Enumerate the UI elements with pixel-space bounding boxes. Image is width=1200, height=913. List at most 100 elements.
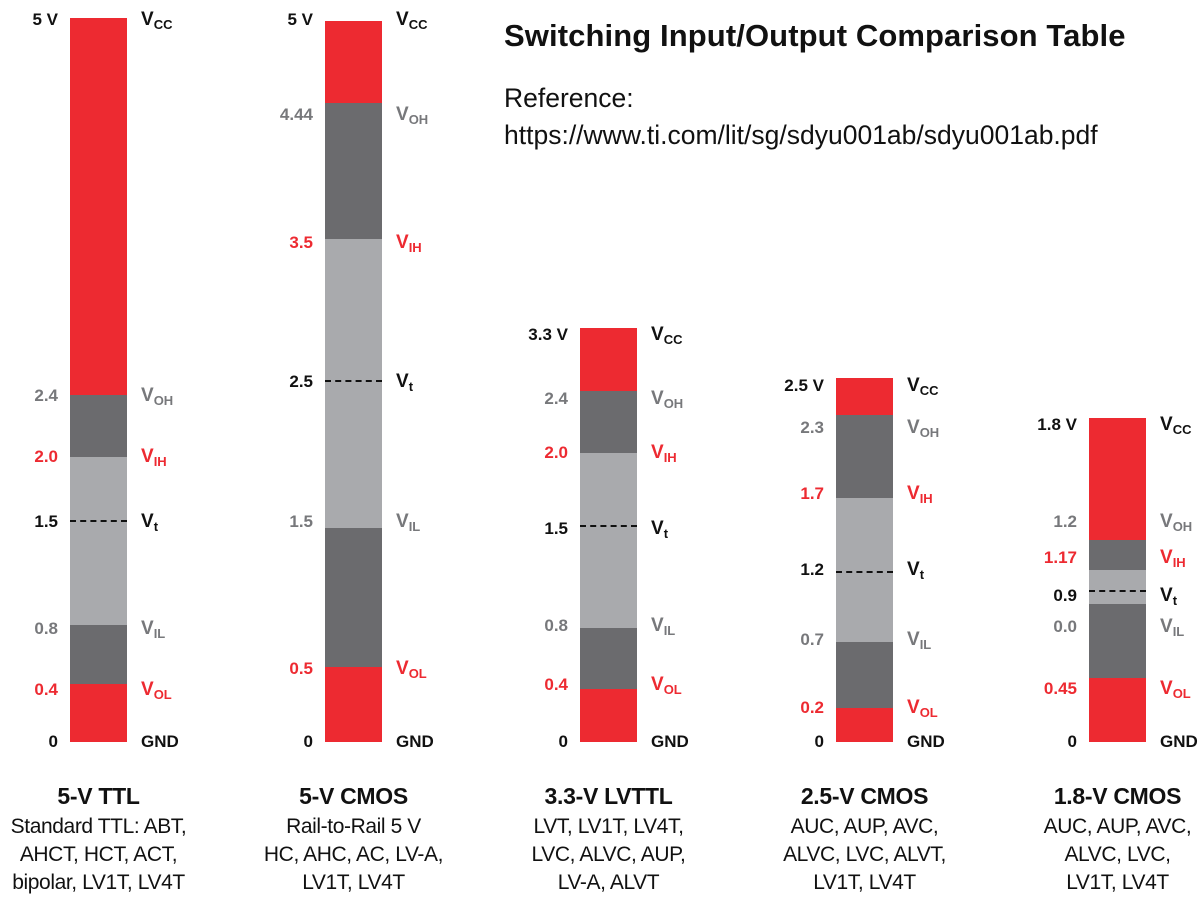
vil-subscript: IL — [153, 626, 166, 641]
vcc-symbol: V — [907, 375, 920, 396]
1v8-cmos-vcc-value: 1.8 V — [1037, 415, 1077, 434]
2v5-cmos-vih-to-vil-segment — [836, 498, 893, 642]
1v8-cmos-vol-value: 0.45 — [1043, 679, 1077, 698]
5v-ttl-vt-label: Vt — [141, 512, 158, 533]
1v8-cmos-vt-value: 0.9 — [1053, 586, 1077, 605]
reference-url: https://www.ti.com/lit/sg/sdyu001ab/sdyu… — [504, 120, 1098, 150]
5v-cmos-vol-label: VOL — [396, 659, 427, 680]
3v3-lvttl-vil-value: 0.8 — [544, 616, 568, 635]
vih-subscript: IH — [663, 450, 677, 465]
vil-subscript: IL — [1172, 624, 1185, 639]
1v8-cmos-vt-line — [1089, 590, 1146, 592]
vt-symbol: V — [907, 559, 920, 580]
2v5-cmos-description-line: AUC, AUP, AVC, — [790, 815, 939, 838]
5v-cmos-voh-value: 4.44 — [279, 105, 313, 124]
1v8-cmos-vih-value: 1.17 — [1043, 548, 1077, 567]
1v8-cmos-vol-to-gnd-segment — [1089, 678, 1146, 742]
3v3-lvttl-vcc-value: 3.3 V — [528, 325, 568, 344]
vih-subscript: IH — [408, 240, 422, 255]
3v3-lvttl-vt-value: 1.5 — [544, 519, 568, 538]
vil-symbol: V — [907, 629, 920, 650]
5v-ttl-vil-label: VIL — [141, 619, 165, 640]
2v5-cmos-voh-value: 2.3 — [800, 418, 824, 437]
3v3-lvttl-caption: 3.3-V LVTTL LVT, LV1T, LV4T, LVC, ALVC, AU… — [494, 783, 724, 897]
vt-symbol: V — [651, 518, 664, 539]
header: Switching Input/Output Comparison Table … — [504, 18, 1194, 154]
5v-ttl-vil-to-vol-segment — [70, 625, 127, 684]
5v-cmos-vih-to-vil-segment — [325, 239, 382, 528]
3v3-lvttl-vil-to-vol-segment — [580, 628, 637, 689]
2v5-cmos-vil-value: 0.7 — [800, 630, 824, 649]
3v3-lvttl-voh-value: 2.4 — [544, 389, 568, 408]
vih-symbol: V — [1160, 547, 1173, 568]
5v-cmos-vih-label: VIH — [396, 233, 422, 254]
voh-subscript: OH — [919, 425, 940, 440]
5v-cmos-title: 5-V CMOS — [299, 783, 408, 809]
1v8-cmos-description-line: AUC, AUP, AVC, — [1043, 815, 1192, 838]
2v5-cmos-vol-label: VOL — [907, 698, 938, 719]
vt-subscript: t — [408, 379, 414, 394]
5v-ttl-title: 5-V TTL — [57, 783, 140, 809]
5v-cmos-vil-value: 1.5 — [289, 512, 313, 531]
5v-ttl-vcc-to-voh-segment — [70, 18, 127, 395]
vol-subscript: OL — [1172, 686, 1191, 701]
voh-symbol: V — [651, 388, 664, 409]
5v-ttl-vil-value: 0.8 — [34, 619, 58, 638]
vol-subscript: OL — [408, 666, 427, 681]
5v-cmos-vcc-value: 5 V — [287, 10, 313, 29]
2v5-cmos-title: 2.5-V CMOS — [800, 783, 929, 809]
3v3-lvttl-title: 3.3-V LVTTL — [544, 783, 673, 809]
vt-subscript: t — [1172, 593, 1178, 608]
3v3-lvttl-vcc-label: VCC — [651, 325, 682, 346]
voh-subscript: OH — [408, 112, 429, 127]
5v-cmos-caption: 5-V CMOS Rail-to-Rail 5 V HC, AHC, AC, LV-… — [239, 783, 469, 897]
vih-subscript: IH — [153, 454, 167, 469]
vil-symbol: V — [141, 618, 154, 639]
vil-symbol: V — [1160, 616, 1173, 637]
3v3-lvttl-description-line: LVT, LV1T, LV4T, — [533, 815, 684, 838]
3v3-lvttl-vih-to-vil-segment — [580, 453, 637, 628]
vol-symbol: V — [651, 674, 664, 695]
2v5-cmos-caption: 2.5-V CMOS AUC, AUP, AVC, ALVC, LVC, ALVT,… — [750, 783, 980, 897]
3v3-lvttl-vt-label: Vt — [651, 519, 668, 540]
reference: Reference: https://www.ti.com/lit/sg/sdy… — [504, 80, 1194, 154]
1v8-cmos-title: 1.8-V CMOS — [1053, 783, 1182, 809]
3v3-lvttl-vol-value: 0.4 — [544, 675, 568, 694]
1v8-cmos-vil-label: VIL — [1160, 617, 1184, 638]
5v-cmos-vt-label: Vt — [396, 372, 413, 393]
5v-cmos-vil-label: VIL — [396, 512, 420, 533]
5v-cmos-vt-value: 2.5 — [289, 372, 313, 391]
2v5-cmos-vcc-to-voh-segment — [836, 378, 893, 415]
2v5-cmos-vt-label: Vt — [907, 560, 924, 581]
1v8-cmos-vil-to-vol-segment — [1089, 604, 1146, 678]
2v5-cmos-description-line: LV1T, LV4T — [813, 871, 916, 894]
1v8-cmos-voh-to-vih-segment — [1089, 540, 1146, 570]
5v-ttl-vol-label: VOL — [141, 680, 172, 701]
vih-symbol: V — [141, 446, 154, 467]
5v-ttl-vol-value: 0.4 — [34, 680, 58, 699]
1v8-cmos-vcc-label: VCC — [1160, 415, 1191, 436]
vt-subscript: t — [153, 519, 159, 534]
5v-cmos-description-line: Rail-to-Rail 5 V — [286, 815, 421, 838]
1v8-cmos-voh-label: VOH — [1160, 512, 1192, 533]
2v5-cmos-gnd-value: 0 — [814, 732, 824, 751]
5v-cmos-gnd-value: 0 — [303, 732, 313, 751]
2v5-cmos-vt-value: 1.2 — [800, 560, 824, 579]
5v-ttl-voh-label: VOH — [141, 386, 173, 407]
vih-symbol: V — [907, 483, 920, 504]
vol-symbol: V — [141, 679, 154, 700]
5v-ttl-vcc-label: VCC — [141, 10, 172, 31]
1v8-cmos-description-line: ALVC, LVC, — [1064, 843, 1171, 866]
5v-ttl-description-line: AHCT, HCT, ACT, — [19, 843, 178, 866]
1v8-cmos-vih-label: VIH — [1160, 548, 1186, 569]
2v5-cmos-voh-to-vih-segment — [836, 415, 893, 498]
5v-cmos-vil-to-vol-segment — [325, 528, 382, 667]
1v8-cmos-vt-label: Vt — [1160, 586, 1177, 607]
vcc-subscript: CC — [919, 383, 939, 398]
voh-subscript: OH — [1172, 519, 1193, 534]
2v5-cmos-vol-to-gnd-segment — [836, 708, 893, 742]
vt-subscript: t — [663, 526, 669, 541]
5v-cmos-vcc-to-voh-segment — [325, 21, 382, 103]
2v5-cmos-vih-label: VIH — [907, 484, 933, 505]
